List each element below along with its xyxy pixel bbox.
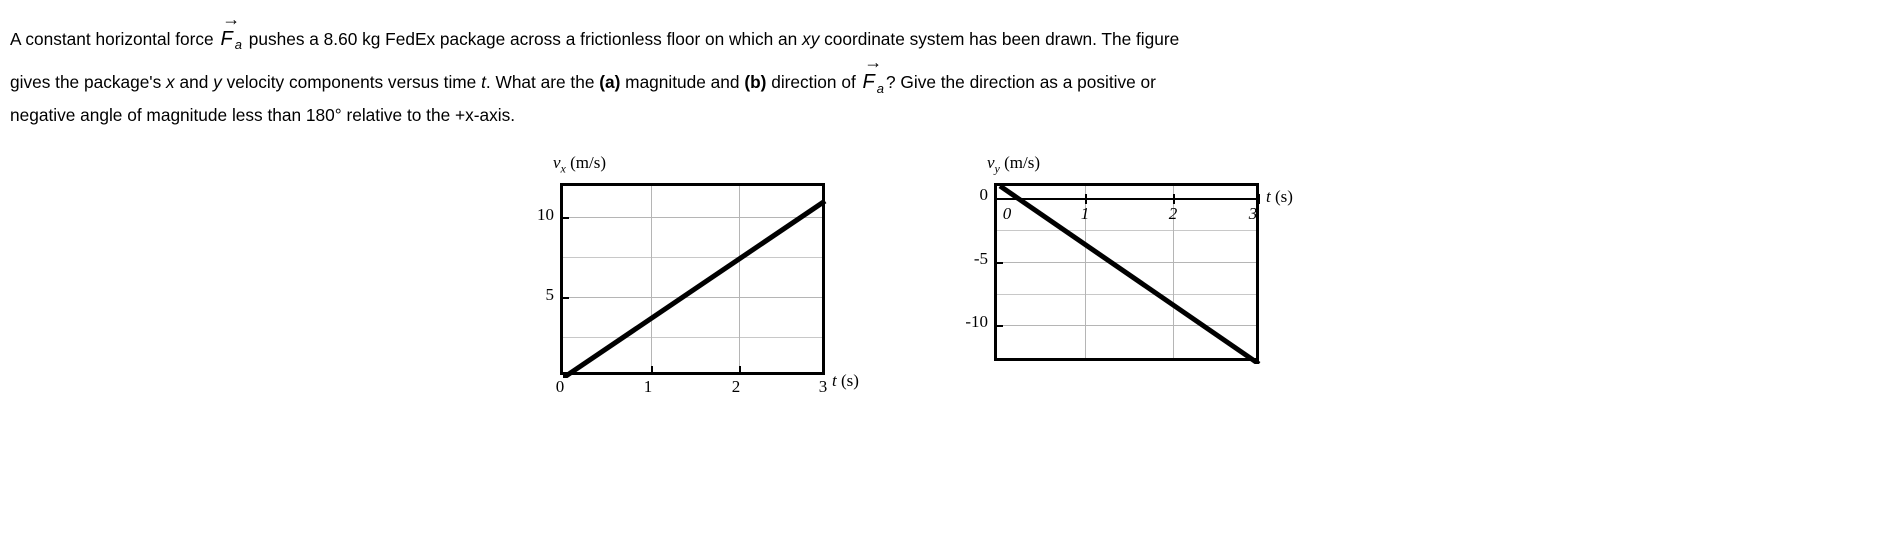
problem-text: A constant horizontal force → Fa pushes … [10,14,1880,131]
vector-arrow-icon: → [863,53,884,71]
text-fragment: ? Give the direction as a positive or [886,72,1156,92]
tick [561,297,569,299]
text-fragment: gives the package's [10,72,166,92]
tick-label-x: 3 [819,377,828,397]
axis-title-units: (s) [837,371,859,390]
gridline [997,262,1256,263]
tick [995,262,1003,264]
tick-label-x: 2 [1169,204,1178,224]
axis-title-units: (s) [1271,187,1293,206]
tick [1258,194,1260,204]
text-fragment: pushes a 8.60 kg FedEx package across a … [249,29,802,49]
tick-label-x: 2 [732,377,741,397]
vy-data-line [997,186,1262,364]
tick-label-x: 1 [1081,204,1090,224]
tick-label-y: -5 [974,249,988,269]
gridline [739,186,740,372]
var-x: x [166,72,175,92]
tick [1173,194,1175,204]
tick [739,366,741,374]
vector-arrow-icon: → [220,10,241,28]
tick-label-x: 0 [556,377,565,397]
tick [995,198,1003,200]
tick [995,325,1003,327]
vx-x-axis-title: t (s) [832,371,859,391]
vector-base: F [863,71,875,93]
vector-base: F [220,28,232,50]
text-fragment: coordinate system has been drawn. The fi… [819,29,1179,49]
text-fragment: A constant horizontal force [10,29,218,49]
tick-label-y: 0 [980,185,989,205]
tick-label-x-zero: 0 [1003,204,1012,224]
problem-line-3: negative angle of magnitude less than 18… [10,100,1880,130]
vy-x-axis-title: t (s) [1266,187,1293,207]
vx-chart: vx (m/s) 10 5 [510,157,870,417]
var-xy: xy [802,29,819,49]
force-symbol: → Fa [220,14,241,57]
gridline [997,325,1256,326]
tick-label-y: 5 [546,285,555,305]
vector-subscript: a [875,81,884,96]
text-fragment: . What are the [486,72,599,92]
problem-line-1: A constant horizontal force → Fa pushes … [10,14,1880,57]
part-a-label: (a) [599,72,620,92]
gridline [997,198,1256,200]
gridline [997,294,1256,295]
text-fragment: direction of [766,72,860,92]
vx-y-labels: 10 5 [510,157,558,417]
vx-y-axis-title: vx (m/s) [553,153,606,176]
tick [651,366,653,374]
tick [561,217,569,219]
force-symbol: → Fa [863,57,884,100]
tick-label-x: 1 [644,377,653,397]
figure-row: vx (m/s) 10 5 [0,157,1880,417]
text-fragment: magnitude and [620,72,744,92]
vy-y-axis-title: vy (m/s) [987,153,1040,176]
tick [1085,194,1087,204]
text-fragment: velocity components versus time [222,72,481,92]
part-b-label: (b) [744,72,766,92]
axis-title-units: (m/s) [1000,153,1040,172]
vy-y-labels: 0 -5 -10 [940,157,992,397]
var-y: y [213,72,222,92]
gridline [563,297,822,298]
text-fragment: and [175,72,213,92]
vx-plot-area [560,183,825,375]
vy-plot-area: 0 1 2 3 [994,183,1259,361]
vy-chart: vy (m/s) 0 -5 -10 [940,157,1330,397]
gridline [563,337,822,338]
vector-subscript: a [233,37,242,52]
tick-label-y: 10 [537,205,554,225]
gridline [563,257,822,258]
tick-label-x: 3 [1249,204,1258,224]
gridline [651,186,652,372]
tick-label-y: -10 [965,312,988,332]
axis-title-units: (m/s) [566,153,606,172]
gridline [997,230,1256,231]
vx-data-line [563,186,828,378]
gridline [563,217,822,218]
problem-line-2: gives the package's x and y velocity com… [10,57,1880,100]
